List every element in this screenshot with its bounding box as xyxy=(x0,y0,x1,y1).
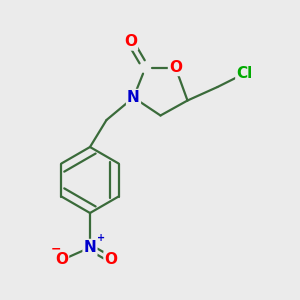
Text: +: + xyxy=(97,233,105,243)
Text: O: O xyxy=(104,252,118,267)
Text: O: O xyxy=(169,60,182,75)
Text: N: N xyxy=(84,240,96,255)
Text: N: N xyxy=(127,90,140,105)
Text: O: O xyxy=(55,252,68,267)
Text: O: O xyxy=(124,34,137,50)
Text: Cl: Cl xyxy=(236,66,253,81)
Text: −: − xyxy=(50,243,61,256)
